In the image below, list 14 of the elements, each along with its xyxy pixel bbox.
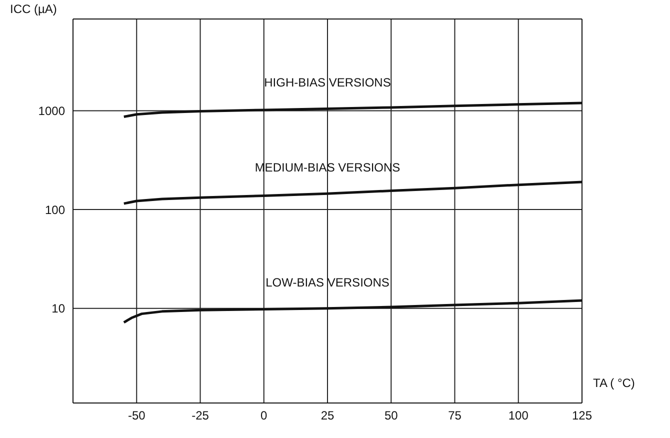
x-tick-label: 25 <box>320 408 334 423</box>
x-axis-title: TA ( °C) <box>593 376 635 390</box>
y-axis-title: ICC (µA) <box>10 2 57 16</box>
x-tick-label: 50 <box>384 408 398 423</box>
x-tick-label: 75 <box>448 408 462 423</box>
y-tick-label: 100 <box>44 202 66 217</box>
x-tick-label: -25 <box>192 408 210 423</box>
annotation: HIGH-BIAS VERSIONS <box>264 76 391 90</box>
y-tick-label: 1000 <box>38 104 66 118</box>
x-tick-label: 125 <box>572 408 592 423</box>
x-tick-label: -50 <box>128 408 146 423</box>
x-tick-label: 100 <box>508 408 529 423</box>
x-tick-label: 0 <box>260 408 268 423</box>
y-tick-label: 10 <box>52 302 66 316</box>
